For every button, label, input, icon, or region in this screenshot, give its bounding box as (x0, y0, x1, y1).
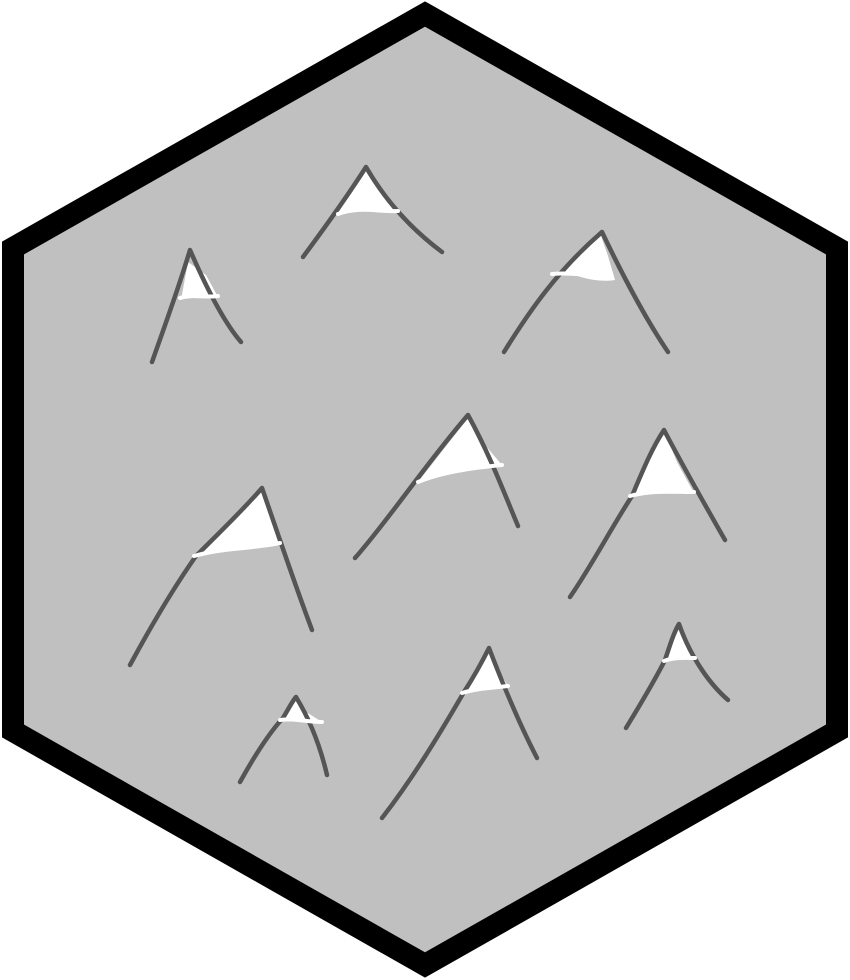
mountain-5-icon (567, 427, 728, 600)
snow-line (278, 717, 324, 724)
mountain-outline (237, 694, 330, 785)
mountain-9-icon (623, 621, 731, 731)
mountain-range (127, 164, 731, 821)
snow-cap (665, 626, 695, 660)
mountain-6-icon (127, 485, 315, 668)
snow-line (628, 489, 696, 498)
snow-line (550, 271, 614, 280)
mountain-3-icon (501, 229, 671, 355)
mountain-outline (379, 645, 540, 821)
snow-line (662, 655, 697, 663)
mountain-1-icon (149, 247, 244, 365)
mountain-outline (501, 229, 671, 355)
mountain-outline (623, 621, 731, 731)
snow-line (192, 541, 282, 558)
mountain-4-icon (352, 412, 521, 561)
snow-line (460, 684, 510, 695)
snow-cap (562, 233, 615, 281)
snow-line (336, 207, 400, 216)
mountain-outline (149, 247, 244, 365)
mountain-7-icon (237, 694, 330, 785)
snow-cap (336, 170, 398, 216)
snow-line (416, 463, 504, 484)
mountain-8-icon (379, 645, 540, 821)
mountain-2-icon (300, 164, 445, 260)
snow-cap (464, 650, 508, 692)
snow-cap (196, 488, 280, 556)
snow-line (178, 294, 220, 300)
mountain-outline (352, 412, 521, 561)
mountain-outline (567, 427, 728, 600)
mountain-outline (127, 485, 315, 668)
snow-cap (632, 430, 694, 495)
mountain-outline (300, 164, 445, 260)
